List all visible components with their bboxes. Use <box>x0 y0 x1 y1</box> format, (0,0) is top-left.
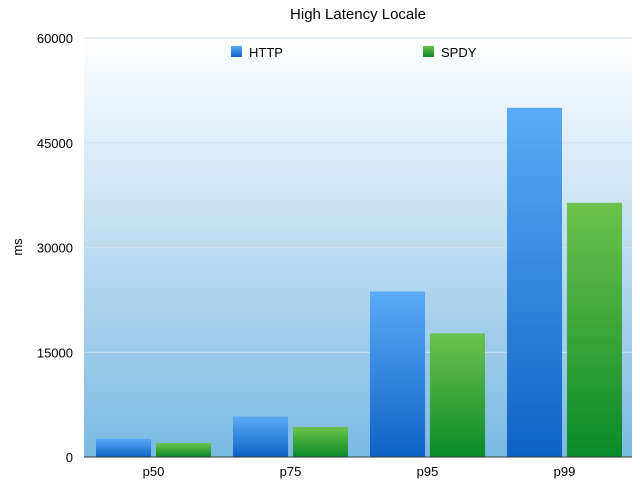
y-tick-label: 45000 <box>37 136 73 151</box>
legend-swatch-spdy <box>423 46 434 57</box>
x-tick-label: p50 <box>143 464 165 479</box>
legend-label-http: HTTP <box>249 45 283 60</box>
legend: HTTP SPDY <box>231 45 477 60</box>
y-tick-labels: 0 15000 30000 45000 60000 <box>37 31 73 465</box>
bar-http-p50 <box>96 438 151 457</box>
x-tick-labels: p50 p75 p95 p99 <box>143 464 576 479</box>
y-tick-label: 60000 <box>37 31 73 46</box>
y-axis-label: ms <box>10 238 25 256</box>
x-tick-label: p75 <box>280 464 302 479</box>
bar-spdy-p50 <box>156 443 211 457</box>
y-tick-label: 15000 <box>37 345 73 360</box>
y-tick-label: 0 <box>66 450 73 465</box>
x-tick-label: p95 <box>417 464 439 479</box>
x-tick-label: p99 <box>554 464 576 479</box>
bars <box>96 107 622 457</box>
y-tick-label: 30000 <box>37 241 73 256</box>
bar-http-p99 <box>507 107 562 457</box>
legend-swatch-http <box>231 46 242 57</box>
legend-label-spdy: SPDY <box>441 45 477 60</box>
bar-spdy-p75 <box>293 426 348 457</box>
bar-http-p75 <box>233 416 288 457</box>
bar-http-p95 <box>370 291 425 457</box>
chart-title: High Latency Locale <box>290 6 426 23</box>
bar-spdy-p95 <box>430 333 485 457</box>
bar-spdy-p99 <box>567 202 622 457</box>
